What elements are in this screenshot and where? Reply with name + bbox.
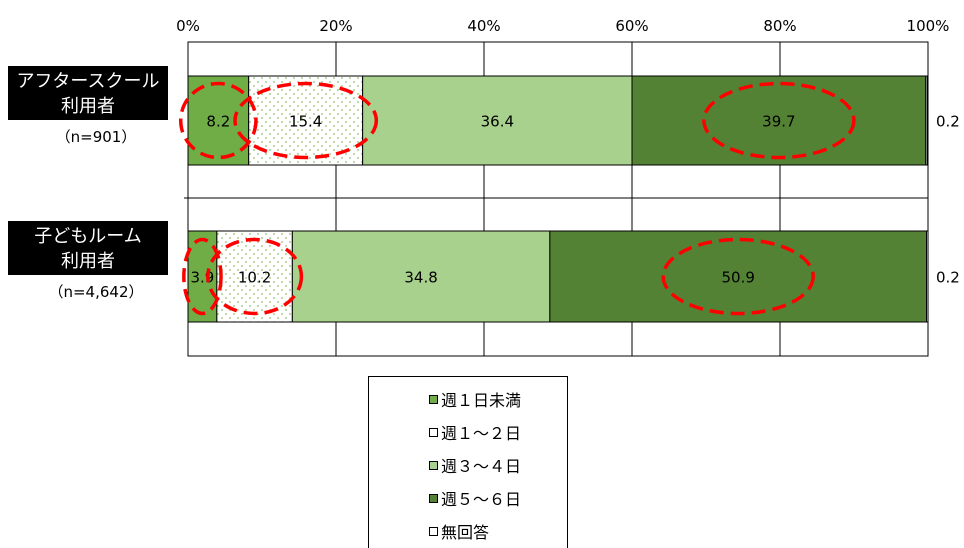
legend-label: 週５～６日 <box>441 490 522 509</box>
x-tick-label: 60% <box>615 17 648 35</box>
legend-swatch <box>429 394 438 404</box>
highlight-circle <box>233 81 379 160</box>
legend-item: 週５～６日 <box>429 486 521 510</box>
bar-segment <box>549 230 928 323</box>
category-label: 利用者 <box>61 251 115 272</box>
bar-segment <box>926 230 929 323</box>
category-label: 利用者 <box>61 96 115 117</box>
data-label: 36.4 <box>481 113 514 131</box>
category-label-box <box>8 221 168 275</box>
legend-item: 週１～２日 <box>429 420 521 444</box>
highlight-circle <box>182 237 223 316</box>
data-label: 0.2 <box>936 269 960 287</box>
x-tick-label: 0% <box>176 17 200 35</box>
highlight-circle <box>661 237 815 316</box>
legend-item: 無回答 <box>429 519 489 543</box>
highlight-circle <box>702 81 856 160</box>
legend-item: 週３～４日 <box>429 453 521 477</box>
category-n-label: （n=901） <box>56 128 137 146</box>
data-label: 15.4 <box>289 113 322 131</box>
x-tick-label: 20% <box>319 17 352 35</box>
data-labels: 8.2 15.4 36.4 39.7 0.2 3.9 10.2 34.8 50.9 0.2 <box>191 113 960 287</box>
category-label-box <box>8 66 168 120</box>
x-axis: 0% 20% 40% 60% 80% 100% <box>176 17 949 35</box>
category-n-label: （n=4,642） <box>48 283 143 301</box>
legend-item: 週１日未満 <box>429 387 521 411</box>
plot-area-border <box>187 41 929 357</box>
bar-segment <box>362 75 633 166</box>
legend: 週１日未満週１～２日週３～４日週５～６日無回答 <box>368 376 568 548</box>
legend-swatch <box>429 460 438 470</box>
data-label: 10.2 <box>238 269 271 287</box>
highlight-circle <box>178 81 258 160</box>
data-label: 39.7 <box>762 113 795 131</box>
legend-label: 週１日未満 <box>441 391 522 410</box>
x-tick-label: 80% <box>763 17 796 35</box>
x-tick-label: 100% <box>907 17 950 35</box>
data-label: 50.9 <box>721 269 754 287</box>
category-label: 子どもルーム <box>34 226 141 247</box>
legend-label: 週１～２日 <box>441 424 522 443</box>
highlight-circle <box>206 237 304 316</box>
data-label: 8.2 <box>206 113 230 131</box>
category-label: アフタースクール <box>16 71 159 92</box>
legend-label: 週３～４日 <box>441 457 522 476</box>
bar-segment <box>631 75 927 166</box>
data-label: 0.2 <box>936 113 960 131</box>
legend-swatch <box>429 493 438 503</box>
bar-segment <box>925 75 928 166</box>
bar-segment <box>291 230 551 323</box>
legend-swatch <box>429 526 438 536</box>
data-label: 34.8 <box>404 269 437 287</box>
legend-swatch <box>429 427 438 437</box>
data-label: 3.9 <box>191 269 215 287</box>
highlight-circles <box>178 81 856 316</box>
x-tick-label: 40% <box>467 17 500 35</box>
legend-label: 無回答 <box>441 523 490 542</box>
